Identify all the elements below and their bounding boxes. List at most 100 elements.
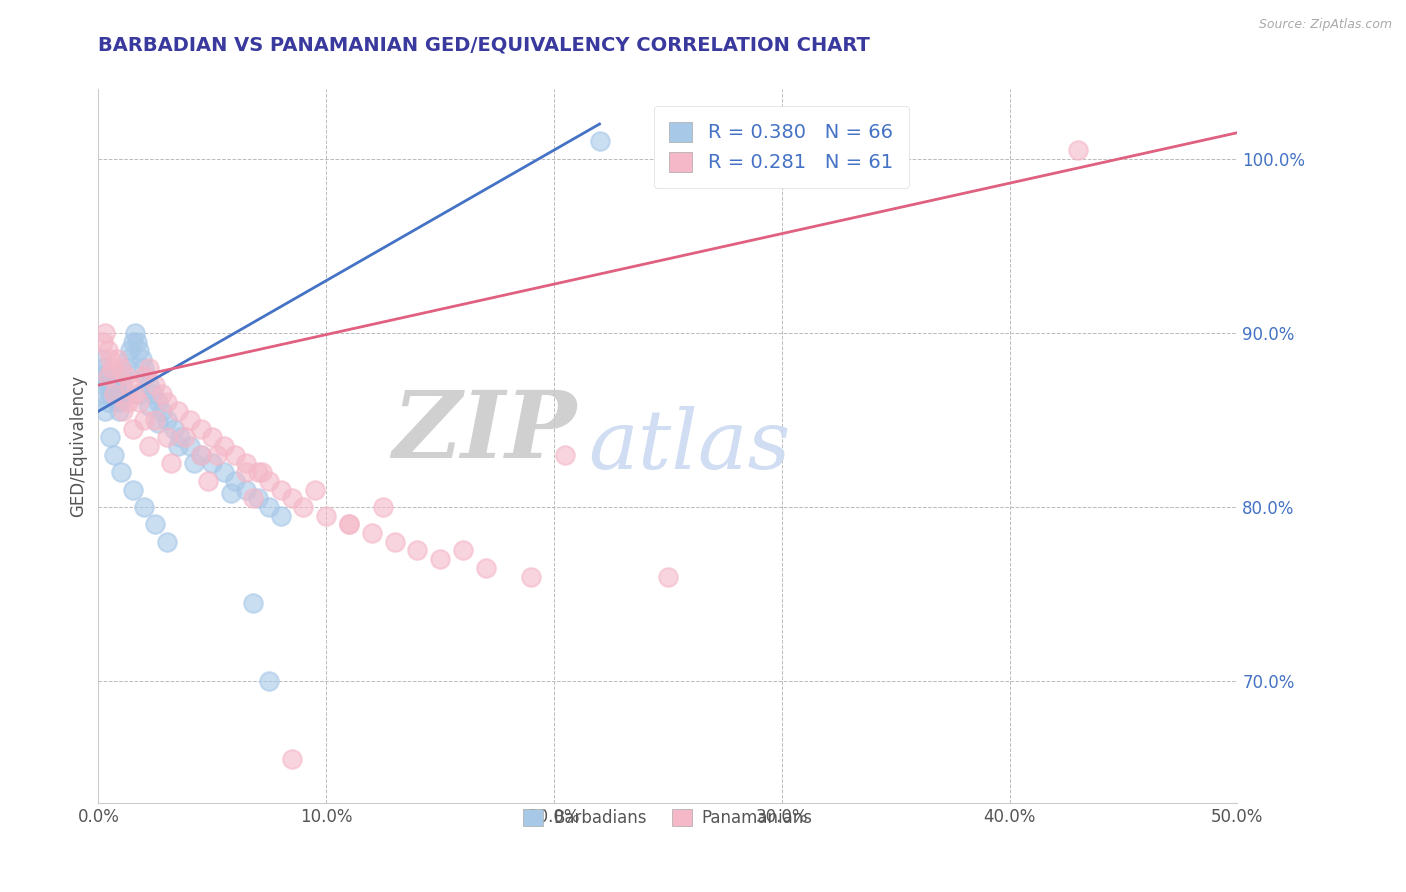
Point [150,386,173,401]
Legend: Barbadians, Panamanians: Barbadians, Panamanians [513,799,823,838]
Point [259,474,281,488]
Point [108,404,131,418]
Point [145,413,167,427]
Point [101,382,124,396]
Text: ZIP: ZIP [392,387,576,476]
Point [474,561,496,575]
Point [90,369,112,384]
Point [167,439,190,453]
Point [174,430,197,444]
Point [156,430,179,444]
Point [117,395,139,409]
Point [94,404,117,418]
Point [110,386,132,401]
Point [235,465,257,479]
Point [94,386,117,401]
Point [1067,143,1090,157]
Point [138,360,160,375]
Point [246,491,269,506]
Point [146,417,169,431]
Point [259,673,281,688]
Point [259,500,281,514]
Point [132,369,155,384]
Point [201,457,224,471]
Point [337,517,360,532]
Point [224,448,246,462]
Point [246,465,269,479]
Point [121,334,143,349]
Point [101,360,124,375]
Point [132,413,155,427]
Point [281,752,304,766]
Point [138,399,160,413]
Point [98,351,121,366]
Point [96,395,118,409]
Point [190,448,212,462]
Point [90,351,112,366]
Point [406,543,429,558]
Point [252,465,274,479]
Point [270,508,292,523]
Point [117,351,139,366]
Point [114,360,136,375]
Point [212,465,235,479]
Point [162,421,184,435]
Point [94,326,117,340]
Point [138,378,160,392]
Point [212,439,235,453]
Point [91,360,114,375]
Point [132,500,155,514]
Point [554,448,576,462]
Point [167,404,190,418]
Y-axis label: GED/Equivalency: GED/Equivalency [69,375,87,517]
Point [112,369,135,384]
Point [120,378,142,392]
Point [142,386,165,401]
Point [145,517,167,532]
Point [132,360,155,375]
Point [103,386,125,401]
Point [114,369,136,384]
Point [97,378,120,392]
Point [224,474,246,488]
Point [190,421,212,435]
Point [121,421,143,435]
Point [105,351,128,366]
Point [103,369,125,384]
Point [110,360,132,375]
Point [98,386,121,401]
Point [292,500,315,514]
Point [588,135,610,149]
Point [160,457,183,471]
Text: BARBADIAN VS PANAMANIAN GED/EQUIVALENCY CORRELATION CHART: BARBADIAN VS PANAMANIAN GED/EQUIVALENCY … [98,36,870,54]
Point [131,351,153,366]
Point [179,439,201,453]
Point [112,404,135,418]
Point [429,552,451,566]
Point [384,534,406,549]
Point [128,395,150,409]
Point [103,448,125,462]
Point [520,569,543,583]
Point [169,430,191,444]
Point [121,483,143,497]
Point [190,448,212,462]
Point [304,483,326,497]
Point [235,457,257,471]
Point [201,430,224,444]
Point [270,483,292,497]
Point [156,413,179,427]
Point [205,448,228,462]
Point [127,334,149,349]
Text: atlas: atlas [588,406,790,486]
Point [156,395,179,409]
Point [360,526,382,541]
Point [110,465,132,479]
Point [183,457,205,471]
Point [108,395,131,409]
Point [179,413,201,427]
Point [103,375,125,389]
Point [100,378,122,392]
Point [135,369,157,384]
Point [138,439,160,453]
